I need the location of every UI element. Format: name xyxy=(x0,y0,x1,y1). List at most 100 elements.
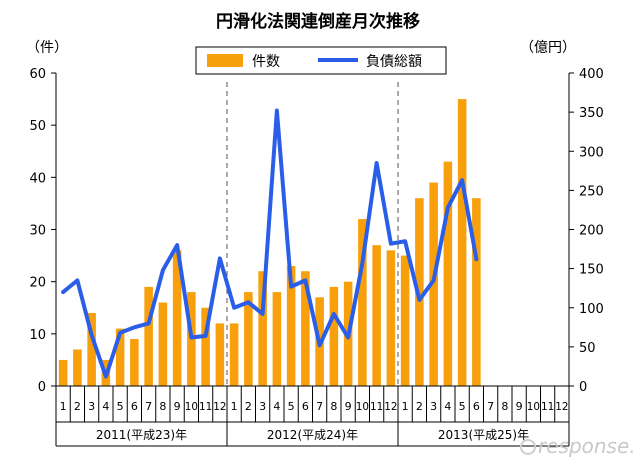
bar-24 xyxy=(386,250,396,386)
month-label: 11 xyxy=(541,400,554,413)
month-label: 4 xyxy=(273,400,280,413)
month-label: 5 xyxy=(459,400,466,413)
bar-16 xyxy=(272,292,282,386)
month-label: 10 xyxy=(356,400,369,413)
legend: 件数 負債総額 xyxy=(195,46,447,75)
month-label: 7 xyxy=(487,400,494,413)
bar-13 xyxy=(229,323,239,386)
y-left-unit-label: （件） xyxy=(26,40,68,56)
month-label: 3 xyxy=(259,400,266,413)
debt-series-line xyxy=(61,108,479,379)
left-tick-label: 10 xyxy=(29,328,46,343)
left-axis-ticks: 0 10 20 30 40 50 60 xyxy=(29,67,56,395)
y-right-unit-label: （億円） xyxy=(520,40,576,56)
bar-6 xyxy=(130,339,139,386)
month-label: 5 xyxy=(288,400,295,413)
month-label: 8 xyxy=(159,400,166,413)
month-label: 12 xyxy=(555,400,568,413)
right-tick-label: 50 xyxy=(579,341,596,356)
bar-22 xyxy=(358,219,367,386)
bars xyxy=(58,99,481,386)
bar-2 xyxy=(73,349,82,386)
left-tick-label: 20 xyxy=(29,276,46,291)
bar-8 xyxy=(158,302,168,386)
left-tick-label: 0 xyxy=(38,380,46,395)
year-label: 2011(平成23)年 xyxy=(96,428,187,442)
bar-25 xyxy=(400,255,410,386)
right-tick-label: 150 xyxy=(579,263,604,278)
month-labels: 1 2 3 4 5 6 7 8 9 10 11 12 1 2 3 4 5 6 7 8 9 10 11 12 1 2 3 4 5 6 7 8 9 1… xyxy=(60,400,569,413)
month-label: 12 xyxy=(213,400,226,413)
month-label: 1 xyxy=(60,400,67,413)
month-label: 10 xyxy=(185,400,198,413)
month-label: 2 xyxy=(74,400,81,413)
month-label: 1 xyxy=(402,400,409,413)
right-tick-label: 350 xyxy=(579,106,604,121)
bar-9 xyxy=(172,250,182,386)
left-tick-label: 60 xyxy=(29,67,46,82)
right-axis-ticks: 0 50 100 150 200 250 300 350 400 xyxy=(569,67,604,395)
month-label: 9 xyxy=(345,400,352,413)
month-label: 11 xyxy=(199,400,212,413)
right-tick-label: 200 xyxy=(579,224,604,239)
bar-3 xyxy=(87,312,96,386)
right-tick-label: 250 xyxy=(579,184,604,199)
year-label: 2012(平成24)年 xyxy=(267,428,358,442)
month-label: 3 xyxy=(88,400,95,413)
month-label: 6 xyxy=(302,400,309,413)
month-label: 4 xyxy=(102,400,109,413)
month-label: 8 xyxy=(501,400,508,413)
bar-20 xyxy=(329,286,339,386)
month-label: 1 xyxy=(231,400,238,413)
month-label: 5 xyxy=(117,400,124,413)
bar-14 xyxy=(244,292,253,386)
month-label: 6 xyxy=(473,400,480,413)
month-label: 11 xyxy=(370,400,383,413)
right-tick-label: 400 xyxy=(579,67,604,82)
legend-bar-label: 件数 xyxy=(252,54,280,70)
bar-17 xyxy=(286,266,296,386)
left-tick-label: 40 xyxy=(29,171,46,186)
month-label: 2 xyxy=(245,400,252,413)
month-label: 2 xyxy=(416,400,423,413)
month-label: 9 xyxy=(516,400,523,413)
bar-1 xyxy=(58,359,68,386)
chart-title: 円滑化法関連倒産月次推移 xyxy=(216,11,420,32)
right-tick-label: 100 xyxy=(579,302,604,317)
month-label: 12 xyxy=(384,400,397,413)
watermark-logo-icon xyxy=(520,439,536,455)
bar-15 xyxy=(258,271,267,386)
bar-23 xyxy=(372,245,381,386)
bar-27 xyxy=(429,182,438,386)
bar-5 xyxy=(115,328,125,386)
watermark-text: response. xyxy=(538,434,636,458)
month-label: 3 xyxy=(430,400,437,413)
legend-line-label: 負債総額 xyxy=(366,54,422,70)
year-labels: 2011(平成23)年 2012(平成24)年 2013(平成25)年 xyxy=(96,428,529,442)
month-label: 7 xyxy=(145,400,152,413)
left-tick-label: 50 xyxy=(29,119,46,134)
month-label: 10 xyxy=(527,400,540,413)
month-label: 7 xyxy=(316,400,323,413)
year-dividers xyxy=(226,82,399,386)
month-label: 4 xyxy=(444,400,451,413)
axes xyxy=(55,73,570,447)
legend-bar-swatch xyxy=(207,54,243,67)
bar-28 xyxy=(443,161,453,386)
month-label: 9 xyxy=(174,400,181,413)
watermark: response. xyxy=(520,434,636,458)
right-tick-label: 0 xyxy=(579,380,587,395)
bar-18 xyxy=(301,271,310,386)
left-tick-label: 30 xyxy=(29,224,46,239)
bar-7 xyxy=(144,286,153,386)
bar-11 xyxy=(201,307,210,386)
year-label: 2013(平成25)年 xyxy=(438,428,529,442)
bar-30 xyxy=(472,198,481,386)
bar-29 xyxy=(457,99,467,386)
bar-12 xyxy=(215,323,225,386)
month-label: 6 xyxy=(131,400,138,413)
right-tick-label: 300 xyxy=(579,145,604,160)
plot-area: 0 10 20 30 40 50 60 0 50 100 150 200 250 300 350 400 1… xyxy=(29,67,604,447)
month-label: 8 xyxy=(330,400,337,413)
